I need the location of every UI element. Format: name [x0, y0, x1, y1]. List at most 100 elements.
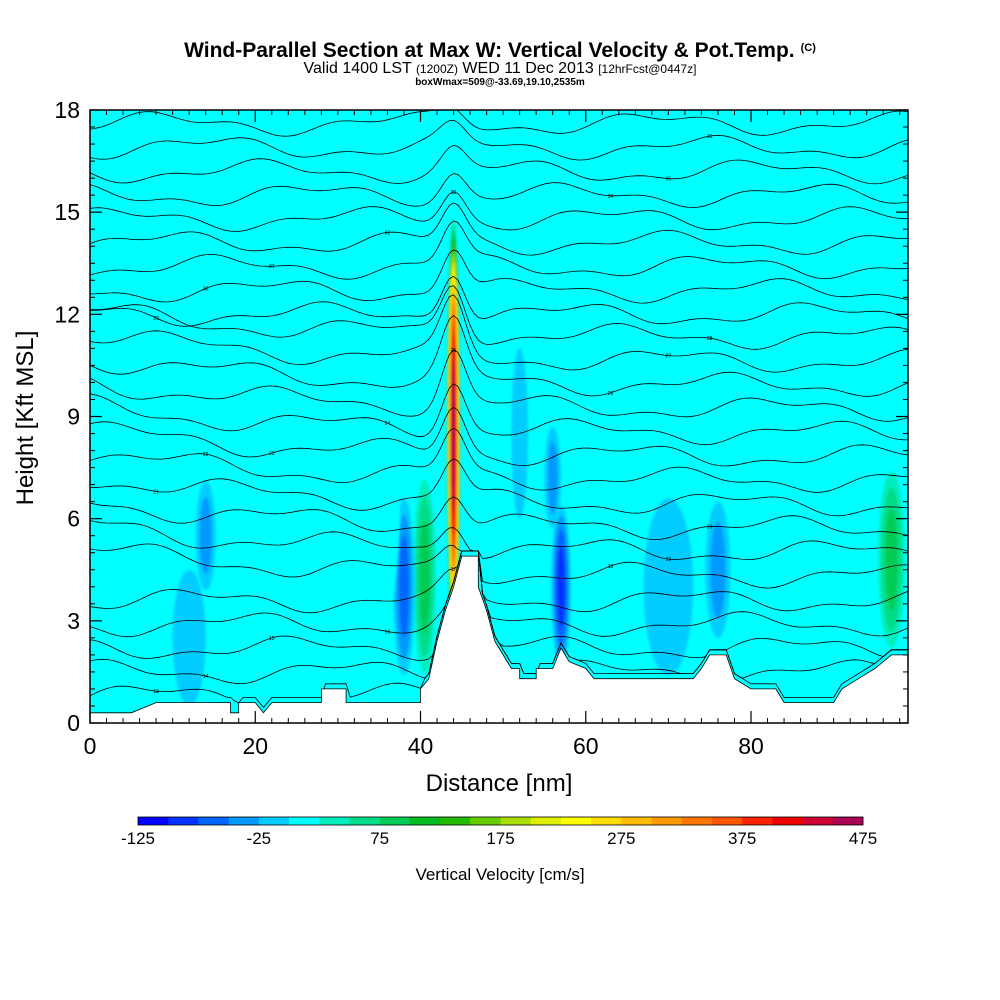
theta-contour-line: [90, 144, 908, 185]
colorbar-swatch: [349, 817, 381, 825]
colorbar: -125 -25 75 175 275 375 475: [121, 816, 877, 848]
theta-contour-line: [90, 458, 908, 517]
theta-contour-label: 17: [451, 567, 457, 573]
velocity-band: [452, 384, 455, 484]
velocity-band: [829, 484, 871, 689]
velocity-band: [419, 520, 430, 633]
y-tick-label: 18: [54, 97, 80, 123]
theta-contour-label: 29: [153, 316, 159, 322]
colorbar-swatch: [681, 817, 713, 825]
x-axis-label: Distance [nm]: [426, 770, 573, 797]
theta-contour-line: [90, 550, 908, 638]
velocity-blob: [195, 481, 216, 591]
colorbar-swatch: [772, 817, 803, 825]
colorbar-swatch: [560, 817, 592, 825]
colorbar-tick-label: 475: [849, 829, 877, 848]
colorbar-tick-label: 75: [370, 829, 389, 848]
velocity-blob: [172, 569, 206, 706]
theta-contour-line: [90, 119, 908, 161]
velocity-blob: [410, 464, 439, 689]
theta-contour-line: [90, 427, 908, 493]
colorbar-frame: [137, 816, 864, 826]
theta-contour-label: 33: [451, 190, 457, 196]
velocity-blob: [874, 457, 908, 662]
theta-contour-line: [90, 406, 908, 467]
theta-contour-label: 15: [269, 636, 275, 642]
velocity-blob: [476, 382, 497, 553]
velocity-blob: [829, 484, 871, 689]
valid-utc: (1200Z): [415, 62, 458, 76]
colorbar-swatch: [742, 817, 773, 825]
velocity-blob: [288, 273, 388, 356]
y-tick-label: 15: [54, 199, 80, 225]
colorbar-tick-label: -125: [121, 829, 155, 848]
colorbar-swatch: [470, 817, 501, 825]
chart-title: Wind-Parallel Section at Max W: Vertical…: [0, 36, 1000, 63]
velocity-blob: [717, 399, 785, 468]
valid-time: Valid 1400 LST (1200Z) WED 11 Dec 2013 […: [0, 61, 1000, 77]
theta-contour-label: 22: [203, 452, 209, 458]
theta-contour-label: 19: [666, 557, 672, 563]
theta-contour-line: [90, 294, 908, 373]
colorbar-swatch: [409, 817, 441, 825]
theta-contour-label: 21: [153, 489, 159, 495]
chart-title-block: Wind-Parallel Section at Max W: Vertical…: [0, 36, 1000, 88]
terrain: [89, 555, 909, 724]
theta-contour-label: 20: [707, 525, 713, 531]
velocity-blob: [544, 426, 561, 529]
velocity-band: [577, 498, 628, 676]
chart-title-text: Wind-Parallel Section at Max W: Vertical…: [184, 39, 795, 62]
velocity-blob: [446, 212, 461, 655]
theta-contour-label: 14: [203, 674, 209, 680]
theta-contour-line: [90, 315, 908, 397]
theta-contour-line: [90, 349, 908, 422]
y-tick-label: 6: [67, 506, 80, 532]
colorbar-swatch: [500, 817, 532, 825]
velocity-band: [106, 433, 157, 604]
colorbar-swatch: [228, 817, 260, 825]
copyright-mark: (C): [800, 42, 816, 54]
colorbar-swatch: [319, 817, 350, 825]
velocity-band: [263, 365, 330, 434]
velocity-band: [476, 382, 497, 553]
theta-contour-label: 28: [707, 336, 713, 342]
colorbar-swatch: [530, 817, 562, 825]
velocity-band: [618, 123, 718, 233]
velocity-band: [547, 441, 558, 514]
theta-contour-label: 18: [608, 564, 614, 570]
colorbar-swatch: [198, 817, 230, 825]
colorbar-tick-label: 375: [728, 829, 756, 848]
theta-contour-line: [90, 275, 908, 327]
theta-contour-line: [90, 543, 908, 589]
box-wmax-info: boxWmax=509@-33.69,19.10,2535m: [415, 77, 585, 88]
colorbar-swatch: [591, 817, 622, 825]
theta-contour-line: [90, 550, 908, 614]
velocity-band: [172, 569, 206, 706]
theta-contour-line: [90, 520, 908, 561]
theta-contour-label: 30: [203, 286, 209, 292]
theta-contour-label: 25: [451, 348, 457, 354]
velocity-band: [710, 521, 726, 618]
x-tick-label: 0: [84, 733, 97, 759]
colorbar-swatch: [138, 817, 169, 825]
theta-contour-line: [90, 191, 908, 232]
y-axis-label: Height [Kft MSL]: [12, 331, 39, 506]
velocity-band: [199, 497, 212, 575]
y-tick-label: 9: [67, 404, 80, 430]
theta-contours: 13 14 15 16 17 18 19 20 21 22 23 24 25 26 27 28 29 30 31 32…: [90, 110, 908, 709]
theta-contour-line: [90, 383, 908, 446]
theta-contour-line: [90, 202, 908, 256]
theta-contour-label: 35: [666, 177, 672, 183]
colorbar-tick-label: -25: [247, 829, 272, 848]
forecast-info: [12hrFcst@0447z]: [598, 62, 697, 76]
colorbar-swatch: [621, 817, 652, 825]
theta-contour-label: 36: [707, 134, 713, 140]
theta-contour-label: 27: [666, 354, 672, 360]
valid-date: WED 11 Dec 2013: [462, 60, 594, 77]
velocity-band: [717, 399, 785, 468]
colorbar-swatch: [651, 817, 683, 825]
theta-contour-line: [90, 173, 908, 208]
velocity-blob: [618, 123, 718, 233]
